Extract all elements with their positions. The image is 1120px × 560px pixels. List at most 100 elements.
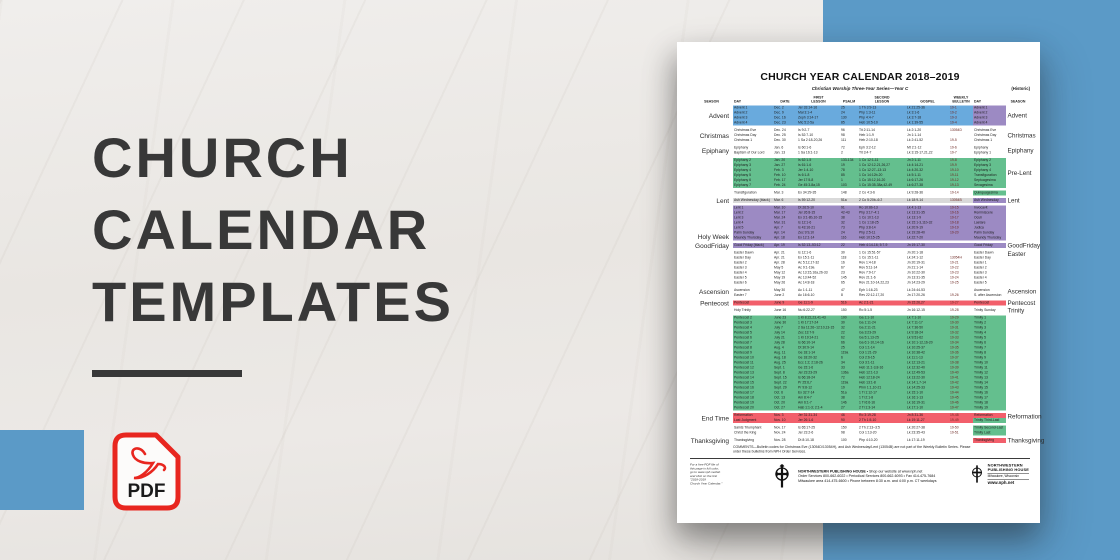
table-cell: 19-10: [950, 168, 959, 173]
table-cell: Jan. 27: [774, 163, 786, 168]
table-cell: Jn 14:23-29: [907, 281, 925, 285]
table-cell: 19-14: [950, 191, 959, 195]
calendar-section: Lent Lent Ash Wednesday (black) Mar. 6 Is 59…: [690, 197, 1030, 205]
row-highlight: [733, 355, 973, 361]
calendar-section: Thanksgiving Thanksgiving Thanksgiving Nov.…: [690, 437, 1045, 445]
table-cell: Apr. 28: [774, 261, 785, 265]
season-label-left: Epiphany: [701, 146, 729, 155]
table-cell: Ecc 1:2; 2:18-26: [798, 361, 823, 365]
table-cell: Dec. 24: [774, 128, 786, 133]
table-cell: Lk 23:35-43: [907, 431, 925, 435]
table-cell: 19-48: [950, 413, 959, 418]
row-highlight: [733, 315, 973, 321]
table-cell: 19-43: [950, 386, 959, 390]
table-cell: Palm Sunday: [734, 231, 755, 235]
row-highlight: [733, 418, 973, 423]
table-cell: Rev 21:10-14,22,23: [859, 281, 889, 285]
row-highlight: [733, 115, 973, 121]
table-cell: 146: [841, 401, 847, 405]
free-pdf-note-line: and click on the link: [690, 474, 717, 478]
table-cell: 19-44: [950, 391, 959, 395]
column-header: WEEKLY BULLETIN: [952, 96, 970, 104]
free-pdf-note-line: For a free PDF file of: [690, 463, 719, 467]
calendar-series-subtitle: Christian Worship Three-Year Series—Year…: [811, 86, 909, 91]
table-cell: Ac 14:8-18: [798, 281, 815, 285]
table-cell: 19-5: [950, 138, 957, 143]
table-cell: 136a: [841, 371, 849, 375]
table-cell: Pentecost 10: [734, 356, 754, 360]
table-cell: Easter 5: [734, 276, 747, 280]
table-cell: 73: [841, 226, 845, 230]
table-cell: Easter 2: [734, 261, 747, 265]
table-cell: 85: [841, 173, 845, 178]
table-cell: Lk 12:13-21: [907, 361, 925, 365]
table-cell: Lk 13:1-9: [907, 216, 922, 220]
table-cell: 90: [841, 418, 845, 423]
table-cell: Lk 5:1-11: [907, 173, 921, 178]
table-cell: 1 Ki 19:14-21: [798, 336, 819, 340]
table-cell: Php 3:17–4:1: [859, 211, 880, 215]
table-cell: Ac 1:1-11: [798, 288, 813, 293]
table-cell: Jn 15:26,27: [907, 301, 925, 305]
table-cell: Christ the King: [734, 431, 757, 435]
historic-day-cell: Easter 1: [974, 261, 987, 265]
column-header: SEASON: [1010, 99, 1026, 104]
table-cell: Ac 13:15,16a,26-33: [798, 271, 828, 275]
table-cell: Holy Trinity: [734, 308, 751, 313]
table-cell: Heb 10:5-10: [859, 121, 878, 125]
row-highlight: [733, 380, 973, 386]
table-cell: Nov. 10: [774, 418, 786, 423]
table-cell: Nov. 24: [774, 431, 786, 435]
table-cell: Lk 24:44-53: [907, 288, 925, 293]
calendar-subtitle-row: Christian Worship Three-Year Series—Year…: [690, 86, 1030, 91]
pdf-file-icon[interactable]: PDF: [111, 431, 182, 512]
table-cell: Transfiguration: [734, 191, 757, 195]
table-cell: Sept. 15: [774, 376, 787, 380]
table-cell: Oct. 27: [774, 406, 785, 410]
table-cell: Epiphany 3: [734, 163, 752, 168]
table-cell: Pentecost 13: [734, 371, 754, 375]
table-cell: 119a: [841, 381, 849, 385]
table-cell: 2: [841, 151, 843, 155]
historic-day-cell: Advent 2: [973, 110, 1006, 116]
table-cell: Eph 3:2-12: [859, 146, 876, 150]
table-cell: Lk 12:49-53: [907, 371, 925, 375]
table-cell: Dec. 16: [774, 116, 786, 120]
table-cell: 2 Co 5:20b–6:2: [859, 198, 883, 203]
table-cell: 1 Co 1:18-25: [859, 221, 879, 225]
season-label-left: GoodFriday: [695, 241, 729, 250]
row-highlight: [733, 350, 973, 356]
historic-day-cell: Trinity 17: [973, 395, 1006, 401]
table-cell: Epiphany 5: [734, 173, 752, 178]
calendar-column-headers: SEASON DAY DATE FIRST LESSON PSALM SECOND LES…: [690, 96, 1030, 104]
table-cell: Oct. 20: [774, 401, 785, 405]
table-cell: Heb 1:1-9: [859, 133, 874, 138]
table-cell: Ga 2:11-21: [859, 326, 876, 330]
table-cell: 19-42: [950, 381, 959, 385]
season-label-right: Thanksgiving: [1007, 437, 1045, 444]
table-cell: 19-16: [950, 211, 959, 215]
table-cell: Ash Wednesday (black): [734, 198, 770, 203]
historic-day-cell: Trinity 12: [973, 370, 1006, 376]
table-cell: 98: [841, 133, 845, 138]
title-underline-accent: [92, 370, 242, 377]
table-cell: Jer 23:2-6: [798, 431, 814, 435]
table-cell: [949, 236, 973, 241]
table-cell: Nov. 28: [774, 438, 786, 443]
table-cell: 98: [841, 431, 845, 435]
table-cell: Is 60:1-6: [798, 146, 812, 150]
table-cell: 1 Ki 17:17-24: [798, 321, 819, 325]
table-cell: Ro 5:1-5: [859, 308, 873, 313]
historic-day-cell: Oculi: [973, 215, 1006, 221]
table-cell: 130: [841, 116, 847, 120]
historic-day-cell: Trinity 3: [973, 325, 1006, 331]
table-cell: June 2: [774, 293, 785, 298]
table-cell: Christmas Day: [734, 133, 757, 138]
table-cell: Lk 20:27-38: [907, 426, 925, 430]
season-label-right: Epiphany: [1007, 147, 1034, 154]
table-cell: Pentecost 2: [734, 316, 752, 320]
table-cell: 19-25: [950, 281, 959, 285]
table-cell: Is 66:18-24: [798, 376, 816, 380]
table-cell: Heb 13:1-8: [859, 381, 876, 385]
historic-day-cell: Trinity Last: [973, 430, 1006, 436]
